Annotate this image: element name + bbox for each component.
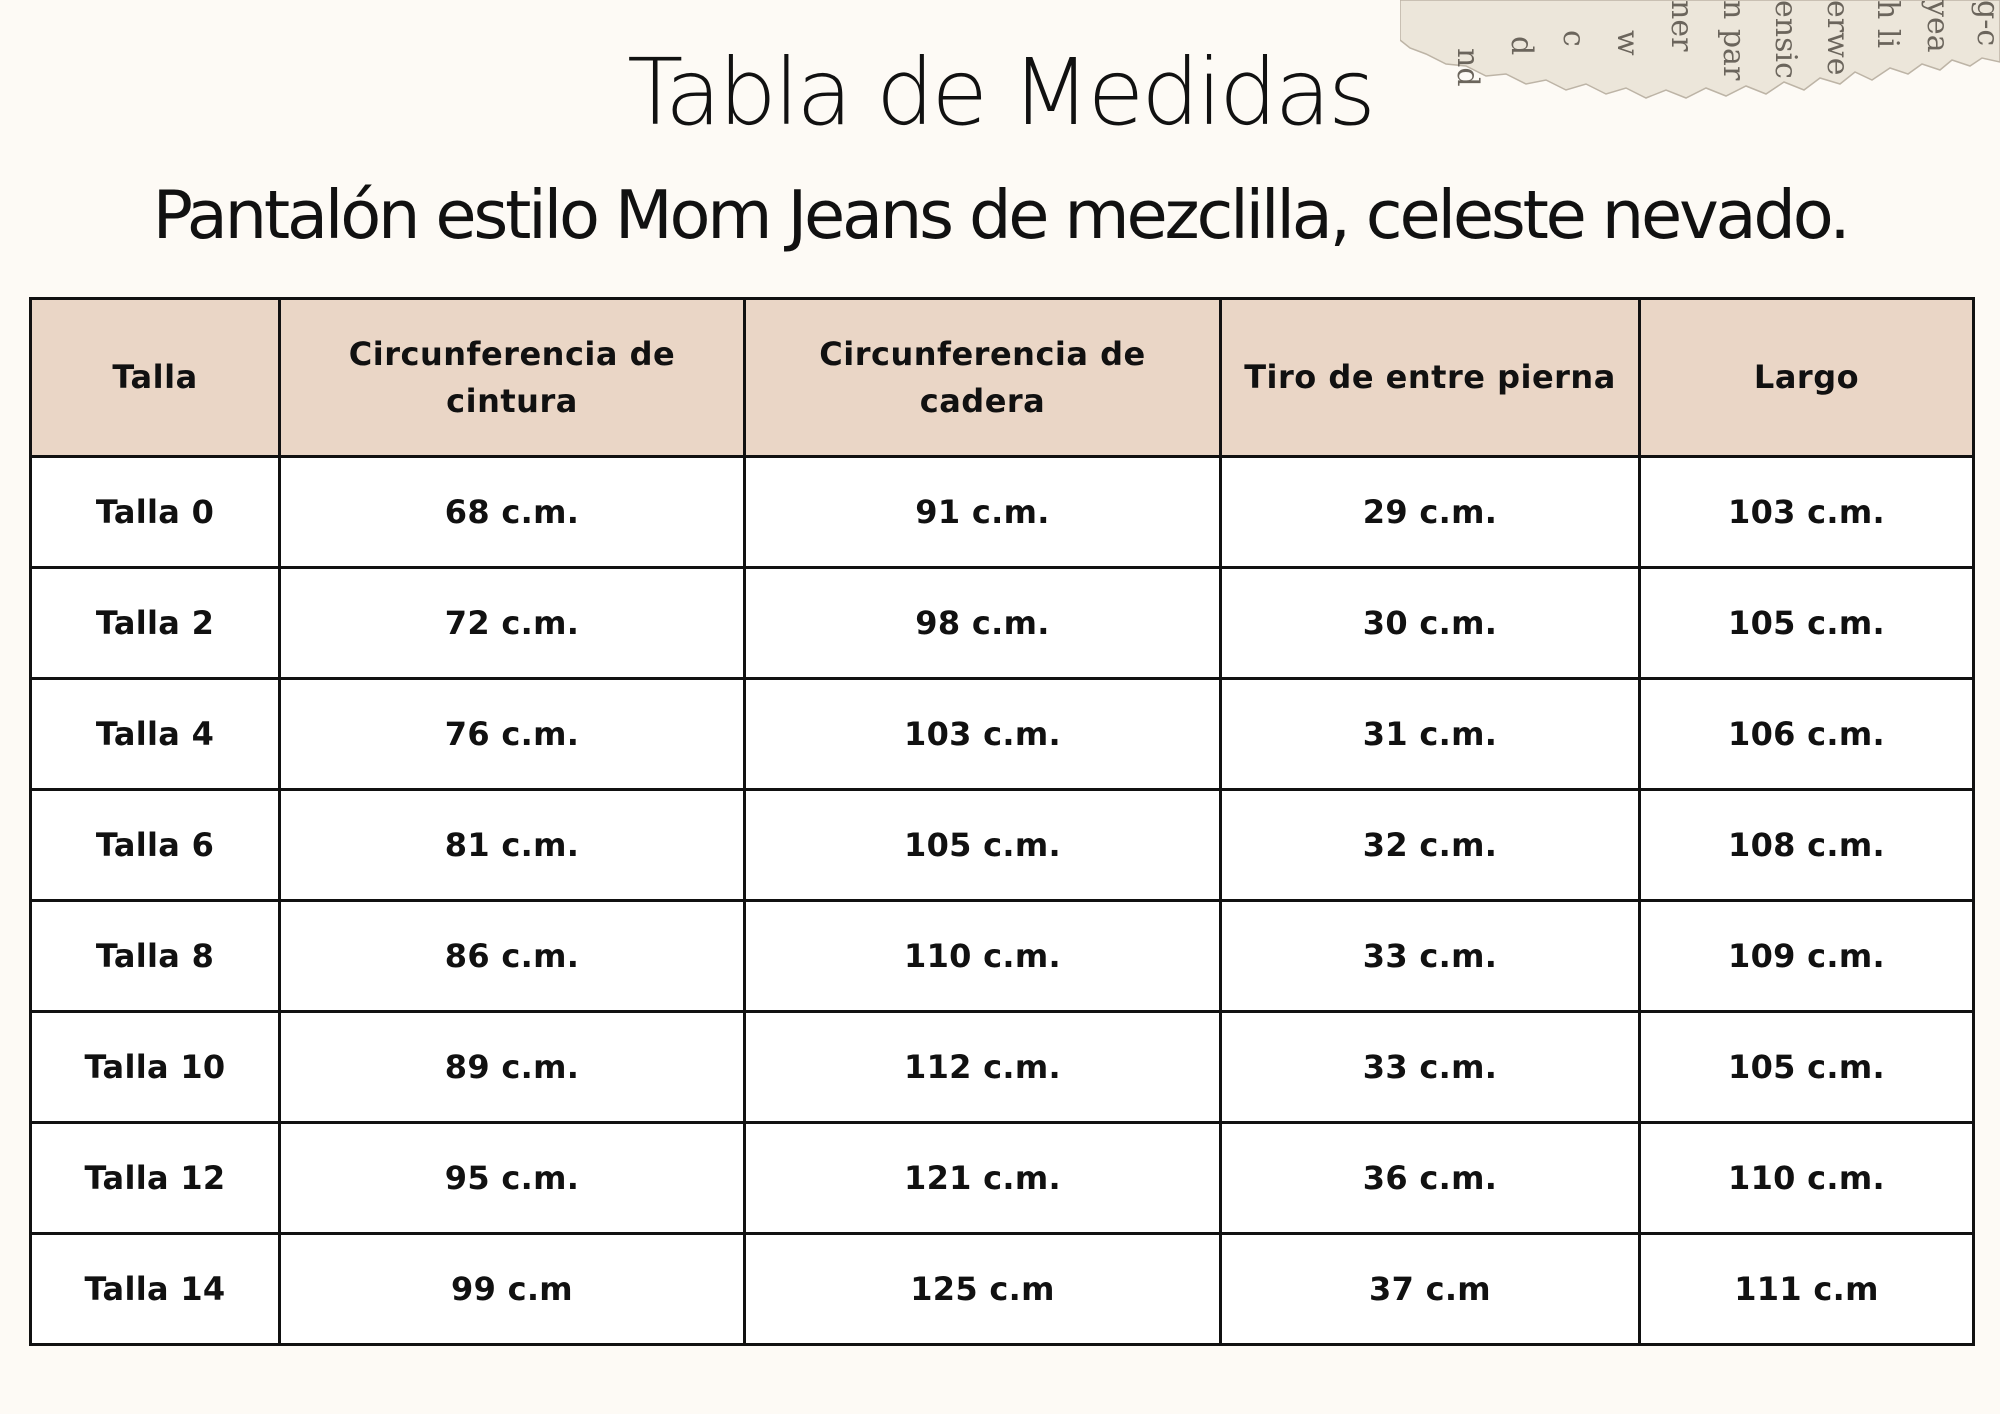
hip-cell: 105 c.m. — [743, 788, 1222, 902]
torn-text-7: ensic — [1768, 0, 1803, 79]
header-waist: Circunferencia de cintura — [278, 297, 746, 458]
waist-cell: 72 c.m. — [278, 566, 746, 680]
table-row: Talla 4 76 c.m. 103 c.m. 31 c.m. 106 c.m… — [29, 677, 1975, 791]
length-cell: 106 c.m. — [1638, 677, 1975, 791]
waist-cell: 68 c.m. — [278, 455, 746, 569]
table-header-row: Talla Circunferencia de cintura Circunfe… — [29, 297, 1975, 458]
size-cell: Talla 14 — [29, 1232, 281, 1346]
size-cell: Talla 6 — [29, 788, 281, 902]
waist-cell: 89 c.m. — [278, 1010, 746, 1124]
torn-text-5: ner — [1664, 0, 1699, 52]
inseam-cell: 36 c.m. — [1219, 1121, 1641, 1235]
waist-cell: 95 c.m. — [278, 1121, 746, 1235]
hip-cell: 103 c.m. — [743, 677, 1222, 791]
header-size: Talla — [29, 297, 281, 458]
size-cell: Talla 12 — [29, 1121, 281, 1235]
hip-cell: 112 c.m. — [743, 1010, 1222, 1124]
inseam-cell: 30 c.m. — [1219, 566, 1641, 680]
length-cell: 105 c.m. — [1638, 1010, 1975, 1124]
length-cell: 109 c.m. — [1638, 899, 1975, 1013]
torn-text-1: nd — [1450, 48, 1485, 87]
size-cell: Talla 0 — [29, 455, 281, 569]
inseam-cell: 33 c.m. — [1219, 1010, 1641, 1124]
length-cell: 111 c.m — [1638, 1232, 1975, 1346]
header-length: Largo — [1638, 297, 1975, 458]
header-hip: Circunferencia de cadera — [743, 297, 1222, 458]
length-cell: 108 c.m. — [1638, 788, 1975, 902]
inseam-cell: 33 c.m. — [1219, 899, 1641, 1013]
torn-text-11: g-c — [1970, 0, 2000, 46]
length-cell: 103 c.m. — [1638, 455, 1975, 569]
page-subtitle: Pantalón estilo Mom Jeans de mezclilla, … — [152, 176, 1851, 254]
torn-text-9: h li — [1870, 0, 1905, 48]
hip-cell: 91 c.m. — [743, 455, 1222, 569]
table-row: Talla 14 99 c.m 125 c.m 37 c.m 111 c.m — [29, 1232, 1975, 1346]
torn-text-4: w — [1610, 30, 1645, 56]
size-cell: Talla 10 — [29, 1010, 281, 1124]
inseam-cell: 32 c.m. — [1219, 788, 1641, 902]
table-row: Talla 0 68 c.m. 91 c.m. 29 c.m. 103 c.m. — [29, 455, 1975, 569]
torn-newspaper-decoration: nd d c w ner n par ensic erwe h li yea g… — [1400, 0, 2000, 99]
header-inseam: Tiro de entre pierna — [1219, 297, 1641, 458]
hip-cell: 110 c.m. — [743, 899, 1222, 1013]
torn-text-10: yea — [1920, 0, 1955, 53]
torn-text-3: c — [1556, 30, 1591, 47]
size-cell: Talla 2 — [29, 566, 281, 680]
page-title: Tabla de Medidas — [627, 39, 1376, 146]
length-cell: 110 c.m. — [1638, 1121, 1975, 1235]
inseam-cell: 31 c.m. — [1219, 677, 1641, 791]
hip-cell: 121 c.m. — [743, 1121, 1222, 1235]
torn-text-8: erwe — [1820, 0, 1855, 76]
table-row: Talla 8 86 c.m. 110 c.m. 33 c.m. 109 c.m… — [29, 899, 1975, 1013]
waist-cell: 99 c.m — [278, 1232, 746, 1346]
waist-cell: 86 c.m. — [278, 899, 746, 1013]
size-cell: Talla 8 — [29, 899, 281, 1013]
inseam-cell: 37 c.m — [1219, 1232, 1641, 1346]
size-chart-table: Talla Circunferencia de cintura Circunfe… — [29, 297, 1975, 1346]
length-cell: 105 c.m. — [1638, 566, 1975, 680]
table-row: Talla 6 81 c.m. 105 c.m. 32 c.m. 108 c.m… — [29, 788, 1975, 902]
size-cell: Talla 4 — [29, 677, 281, 791]
inseam-cell: 29 c.m. — [1219, 455, 1641, 569]
hip-cell: 125 c.m — [743, 1232, 1222, 1346]
waist-cell: 81 c.m. — [278, 788, 746, 902]
waist-cell: 76 c.m. — [278, 677, 746, 791]
table-row: Talla 12 95 c.m. 121 c.m. 36 c.m. 110 c.… — [29, 1121, 1975, 1235]
torn-text-6: n par — [1716, 0, 1751, 81]
table-row: Talla 10 89 c.m. 112 c.m. 33 c.m. 105 c.… — [29, 1010, 1975, 1124]
torn-text-2: d — [1504, 36, 1539, 55]
hip-cell: 98 c.m. — [743, 566, 1222, 680]
table-row: Talla 2 72 c.m. 98 c.m. 30 c.m. 105 c.m. — [29, 566, 1975, 680]
